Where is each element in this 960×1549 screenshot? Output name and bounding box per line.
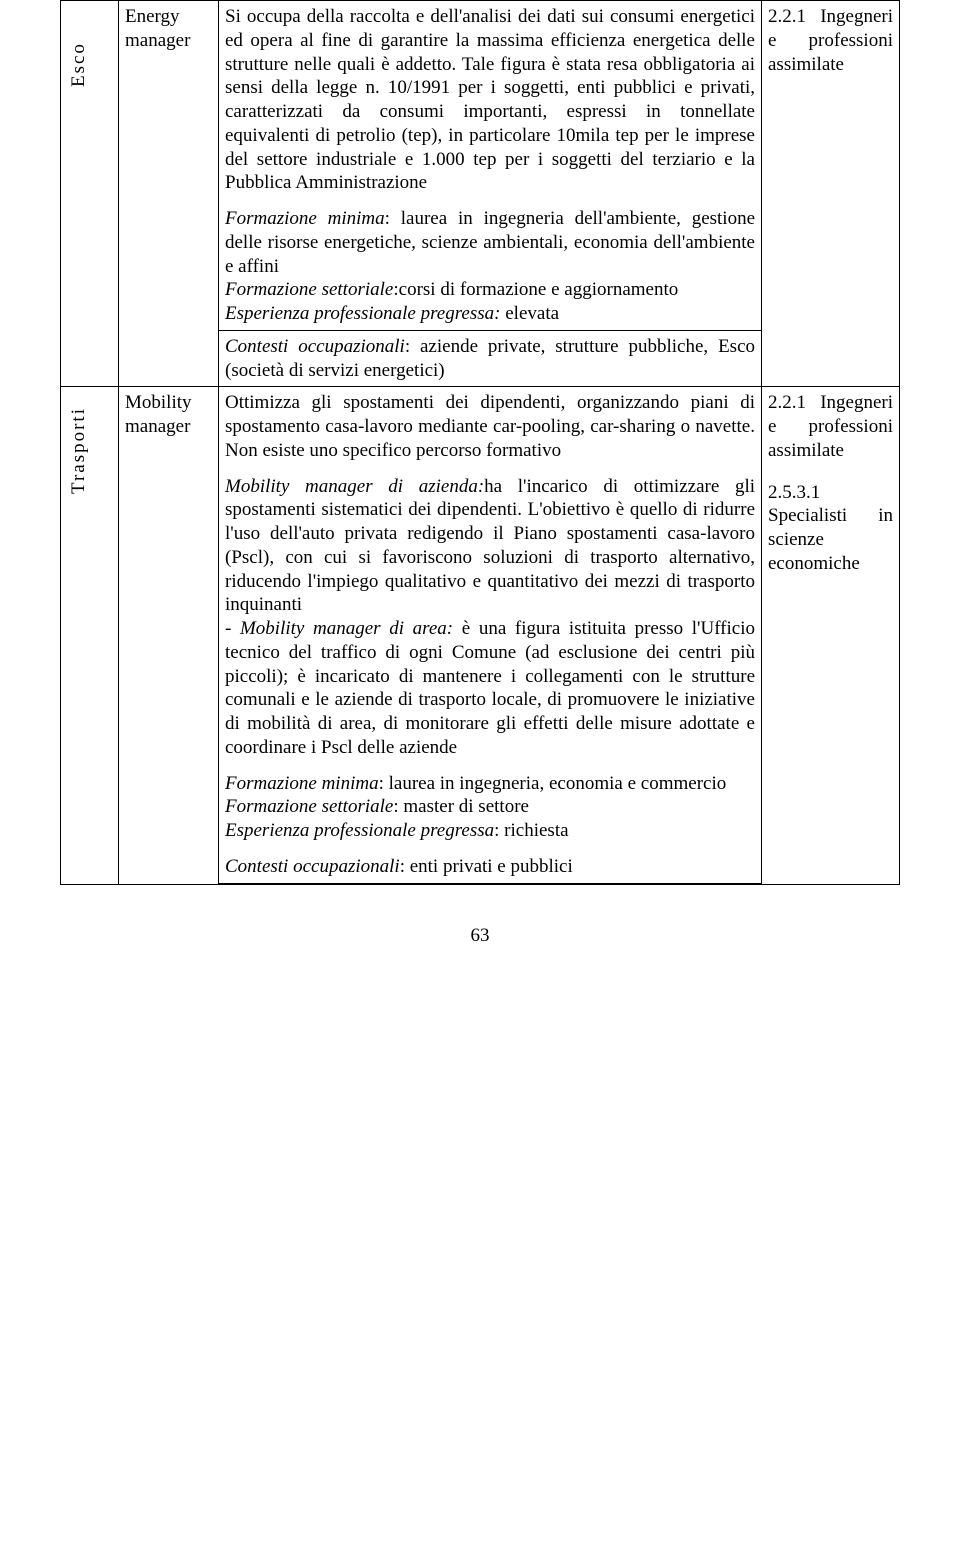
role-cell-mobility-manager: Mobility manager [119,387,219,884]
contesti-label: Contesti occupazionali [225,856,400,877]
formazione-settoriale-label: Formazione settoriale [225,796,393,817]
area-cell-esco: Esco [61,1,119,387]
reference-text-b: 2.5.3.1 Specialisti in scienze economich… [768,481,893,576]
reference-text-a: 2.2.1 Ingegneri e professioni assimilate [768,391,893,462]
formazione-minima-label: Formazione minima [225,208,385,229]
area-label: Esco [67,5,112,125]
mm-area-label: - Mobility manager di area: [225,618,453,639]
formazione-minima-text: : laurea in ingegneria, economia e comme… [379,773,727,794]
contesti: Contesti occupazionali: aziende private,… [225,335,755,383]
role-cell-energy-manager: Energy manager [119,1,219,387]
role-label: Energy manager [125,6,190,51]
esperienza-text: elevata [500,303,559,324]
role-label: Mobility manager [125,392,192,437]
document-page: Esco Energy manager Si occupa della racc… [0,0,960,987]
desc-formazione: Formazione minima: laurea in ingegneria,… [225,772,755,843]
contesti-cell-energy-manager: Contesti occupazionali: aziende private,… [219,330,762,387]
reference-cell-energy-manager: 2.2.1 Ingegneri e professioni assimilate [762,1,900,387]
empty-cell [219,883,762,884]
formazione-settoriale-text: : master di settore [393,796,529,817]
esperienza-label: Esperienza professionale pregressa: [225,303,500,324]
table-row: Esco Energy manager Si occupa della racc… [61,1,900,331]
desc-intro: Ottimizza gli spostamenti dei dipendenti… [225,391,755,462]
contesti: Contesti occupazionali: enti privati e p… [225,855,755,879]
area-label: Trasporti [67,391,112,511]
description-cell-mobility-manager: Ottimizza gli spostamenti dei dipendenti… [219,387,762,883]
desc-mobility-detail: Mobility manager di azienda:ha l'incaric… [225,475,755,760]
desc-formazione-minima: Formazione minima: laurea in ingegneria … [225,207,755,326]
page-number: 63 [60,925,900,947]
formazione-minima-label: Formazione minima [225,773,379,794]
content-table: Esco Energy manager Si occupa della racc… [60,0,900,885]
formazione-settoriale-label: Formazione settoriale [225,279,393,300]
reference-text: 2.2.1 Ingegneri e professioni assimilate [768,6,893,75]
reference-cell-mobility-manager: 2.2.1 Ingegneri e professioni assimilate… [762,387,900,884]
contesti-text: : enti privati e pubblici [400,856,573,877]
mm-azienda-label: Mobility manager di azienda: [225,476,484,497]
desc-intro: Si occupa della raccolta e dell'analisi … [225,5,755,195]
description-cell-energy-manager: Si occupa della raccolta e dell'analisi … [219,1,762,331]
spacer [768,463,893,481]
formazione-settoriale-text: :corsi di formazione e aggiornamento [393,279,678,300]
table-row: Trasporti Mobility manager Ottimizza gli… [61,387,900,883]
contesti-label: Contesti occupazionali [225,336,405,357]
esperienza-label: Esperienza professionale pregressa [225,820,494,841]
esperienza-text: : richiesta [494,820,568,841]
area-cell-trasporti: Trasporti [61,387,119,884]
